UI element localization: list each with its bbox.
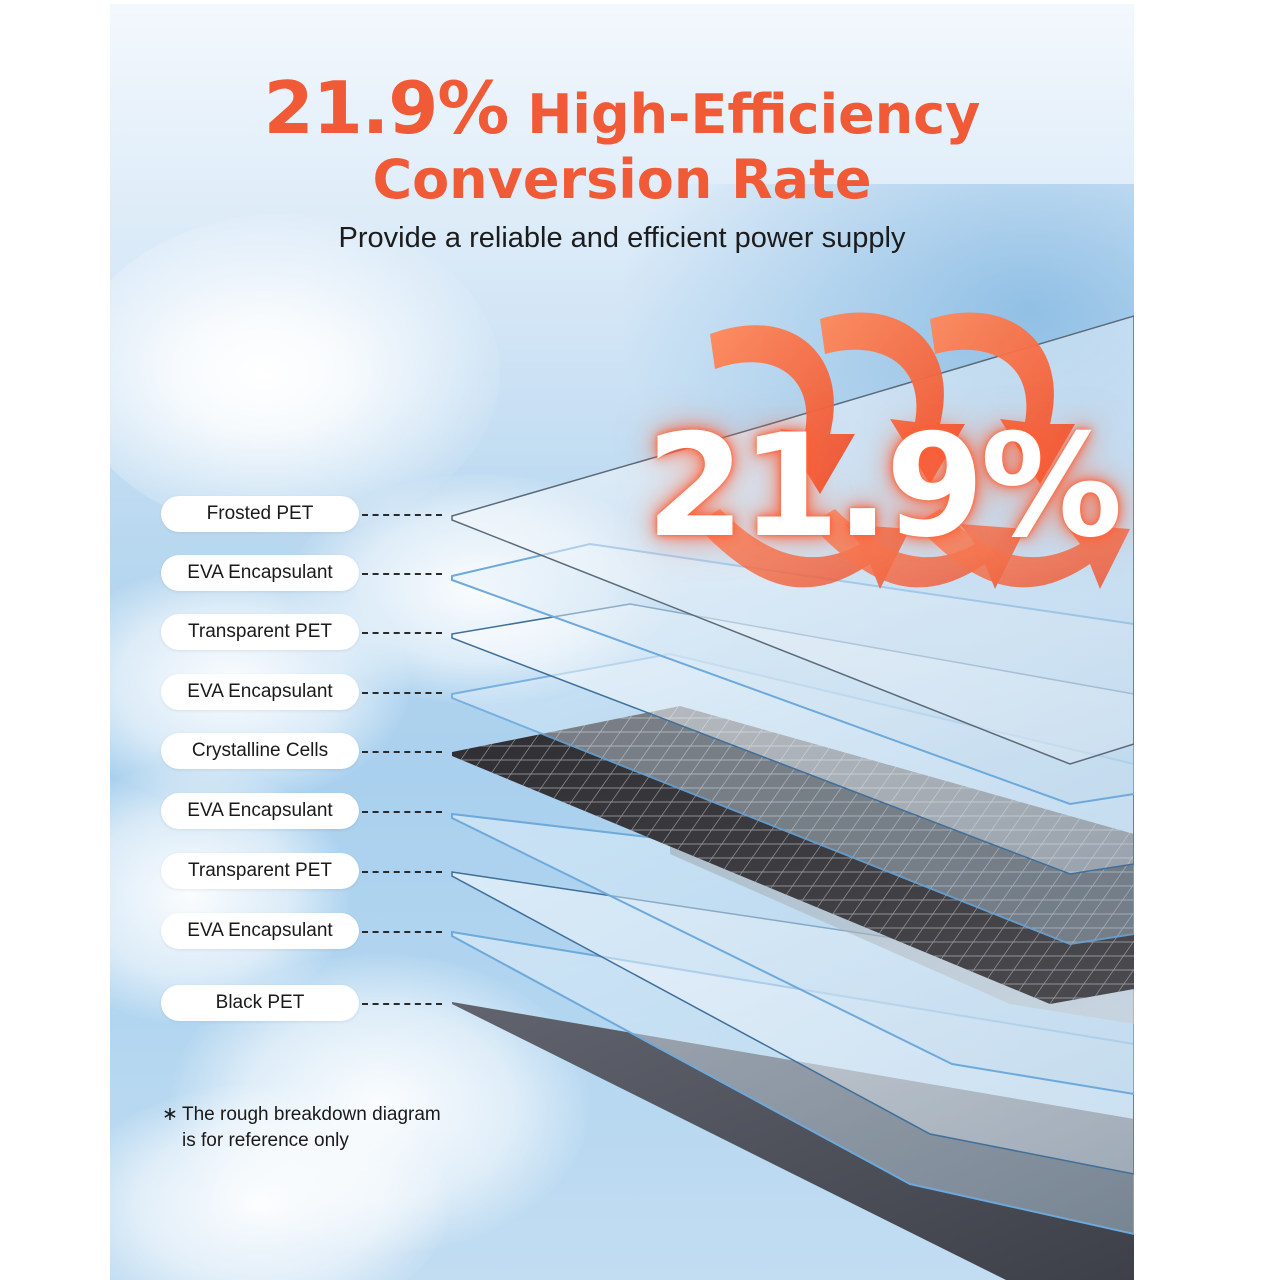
label-eva-encapsulant-2: EVA Encapsulant	[161, 674, 359, 710]
leader-line	[362, 573, 442, 575]
leader-line	[362, 871, 442, 873]
footnote: ∗ The rough breakdown diagram is for refe…	[162, 1102, 482, 1154]
page-title-line1: 21.9% High-Efficiency	[110, 66, 1134, 150]
label-black-pet: Black PET	[161, 985, 359, 1021]
leader-line	[362, 632, 442, 634]
footnote-line2: is for reference only	[182, 1130, 349, 1151]
leader-line	[362, 811, 442, 813]
label-eva-encapsulant-3: EVA Encapsulant	[161, 793, 359, 829]
arrow-3	[930, 312, 1075, 484]
leader-line	[362, 751, 442, 753]
layer-cell-grid	[452, 706, 1134, 1004]
layer-frosted-pet	[451, 315, 1134, 765]
energy-arrows	[695, 312, 1130, 589]
diagram-canvas: 21.9% High-Efficiency Conversion Rate Pr…	[110, 4, 1134, 1280]
layer-black-pet	[452, 1002, 1134, 1280]
leader-line	[362, 514, 442, 516]
page-subtitle: Provide a reliable and efficient power s…	[338, 222, 906, 254]
footnote-line1: The rough breakdown diagram	[182, 1104, 441, 1125]
label-transparent-pet-1: Transparent PET	[161, 614, 359, 650]
title-rest: High-Efficiency	[508, 83, 981, 146]
leader-line	[362, 931, 442, 933]
page-title-line2: Conversion Rate	[372, 148, 872, 211]
efficiency-highlight: 21.9%	[646, 404, 1123, 569]
arrow-6	[915, 509, 1130, 589]
arrow-1	[710, 325, 855, 494]
layer-stack	[451, 312, 1134, 1280]
label-transparent-pet-2: Transparent PET	[161, 853, 359, 889]
label-eva-encapsulant-4: EVA Encapsulant	[161, 913, 359, 949]
footnote-marker: ∗	[162, 1104, 178, 1125]
title-percent: 21.9%	[263, 66, 510, 150]
label-crystalline-cells: Crystalline Cells	[161, 733, 359, 769]
arrow-2	[820, 312, 965, 484]
leader-line	[362, 692, 442, 694]
label-eva-encapsulant-1: EVA Encapsulant	[161, 555, 359, 591]
label-frosted-pet: Frosted PET	[161, 496, 359, 532]
leader-line	[362, 1003, 442, 1005]
